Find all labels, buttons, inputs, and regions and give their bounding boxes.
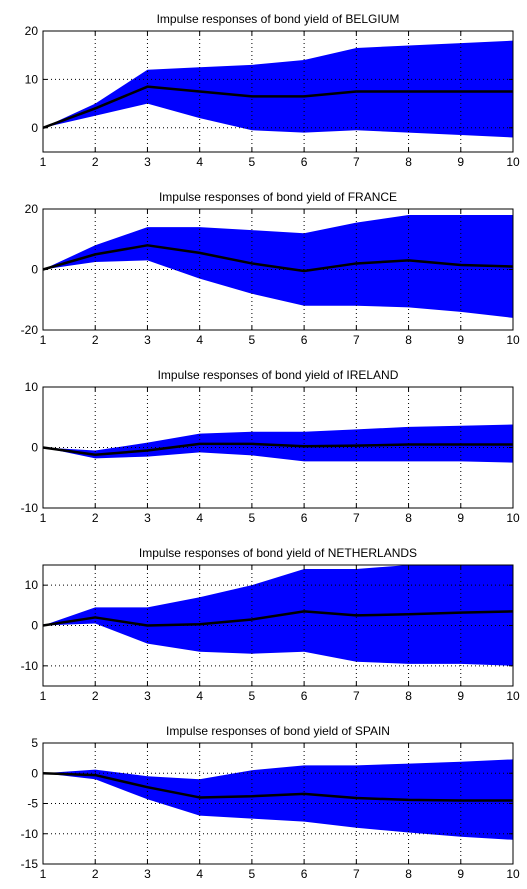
x-tick-label: 5	[249, 333, 256, 347]
y-tick-label: 0	[31, 441, 38, 455]
y-tick-label: 0	[31, 766, 38, 780]
x-tick-label: 8	[405, 333, 412, 347]
y-tick-label: 10	[25, 72, 39, 86]
x-tick-label: 4	[196, 689, 203, 703]
median-response-line	[42, 610, 514, 627]
y-tick-label: 0	[31, 619, 38, 633]
x-tick-label: 2	[92, 155, 99, 169]
x-tick-label: 6	[301, 511, 308, 525]
x-tick-label: 10	[506, 333, 520, 347]
x-tick-label: 5	[249, 511, 256, 525]
y-tick-label: -20	[21, 323, 39, 337]
x-tick-label: 1	[40, 155, 47, 169]
x-tick-label: 4	[196, 511, 203, 525]
median-response-line	[42, 85, 513, 129]
x-tick-label: 9	[457, 155, 464, 169]
median-response-line	[42, 244, 514, 273]
x-tick-label: 6	[301, 333, 308, 347]
x-tick-label: 1	[40, 867, 47, 881]
x-tick-label: 10	[506, 867, 520, 881]
x-tick-label: 9	[457, 867, 464, 881]
y-tick-label: -10	[21, 827, 39, 841]
y-tick-label: -15	[21, 857, 39, 871]
x-tick-label: 9	[457, 689, 464, 703]
chart-title: Impulse responses of bond yield of NETHE…	[139, 546, 417, 560]
x-tick-label: 4	[196, 867, 203, 881]
x-tick-label: 3	[144, 333, 151, 347]
x-tick-label: 3	[144, 689, 151, 703]
x-tick-label: 10	[506, 155, 520, 169]
x-tick-label: 2	[92, 333, 99, 347]
chart-title: Impulse responses of bond yield of FRANC…	[159, 190, 397, 204]
x-tick-label: 7	[353, 155, 360, 169]
y-tick-label: 0	[31, 263, 38, 277]
x-tick-label: 9	[457, 511, 464, 525]
x-tick-label: 2	[92, 867, 99, 881]
chart-title: Impulse responses of bond yield of IRELA…	[158, 368, 399, 382]
chart-panel: Impulse responses of bond yield of SPAIN…	[21, 724, 520, 881]
chart-title: Impulse responses of bond yield of SPAIN	[166, 724, 390, 738]
x-tick-label: 2	[92, 511, 99, 525]
y-tick-label: 5	[31, 736, 38, 750]
y-tick-label: 20	[25, 24, 39, 38]
y-tick-label: -10	[21, 659, 39, 673]
x-tick-label: 1	[40, 689, 47, 703]
y-tick-label: 20	[25, 202, 39, 216]
x-tick-label: 3	[144, 155, 151, 169]
x-tick-label: 7	[353, 511, 360, 525]
x-tick-label: 7	[353, 333, 360, 347]
x-tick-label: 5	[249, 867, 256, 881]
x-tick-label: 8	[405, 155, 412, 169]
x-tick-label: 5	[249, 155, 256, 169]
x-tick-label: 8	[405, 689, 412, 703]
x-tick-label: 6	[301, 867, 308, 881]
chart-panels: Impulse responses of bond yield of BELGI…	[21, 12, 520, 881]
y-tick-label: -5	[27, 797, 38, 811]
x-tick-label: 2	[92, 689, 99, 703]
x-tick-label: 1	[40, 511, 47, 525]
x-tick-label: 8	[405, 511, 412, 525]
x-tick-label: 4	[196, 155, 203, 169]
axes-box	[42, 30, 514, 153]
y-tick-label: 0	[31, 121, 38, 135]
median-response-line	[42, 772, 513, 802]
x-tick-label: 3	[144, 511, 151, 525]
x-tick-label: 1	[40, 333, 47, 347]
confidence-band	[43, 759, 513, 840]
median-response-line	[42, 442, 513, 457]
chart-panel: Impulse responses of bond yield of NETHE…	[21, 546, 520, 703]
x-tick-label: 6	[301, 155, 308, 169]
x-tick-label: 5	[249, 689, 256, 703]
confidence-band	[43, 424, 513, 463]
chart-panel: Impulse responses of bond yield of BELGI…	[25, 12, 520, 169]
chart-title: Impulse responses of bond yield of BELGI…	[157, 12, 400, 26]
x-tick-label: 10	[506, 511, 520, 525]
chart-panel: Impulse responses of bond yield of FRANC…	[21, 190, 520, 347]
y-tick-label: 10	[25, 380, 39, 394]
x-tick-label: 6	[301, 689, 308, 703]
x-tick-label: 9	[457, 333, 464, 347]
x-tick-label: 8	[405, 867, 412, 881]
x-tick-label: 7	[353, 867, 360, 881]
chart-panel: Impulse responses of bond yield of IRELA…	[21, 368, 520, 525]
x-tick-label: 7	[353, 689, 360, 703]
x-tick-label: 10	[506, 689, 520, 703]
x-tick-label: 3	[144, 867, 151, 881]
y-tick-label: 10	[25, 578, 39, 592]
confidence-band	[43, 40, 513, 138]
x-tick-label: 4	[196, 333, 203, 347]
y-tick-label: -10	[21, 501, 39, 515]
